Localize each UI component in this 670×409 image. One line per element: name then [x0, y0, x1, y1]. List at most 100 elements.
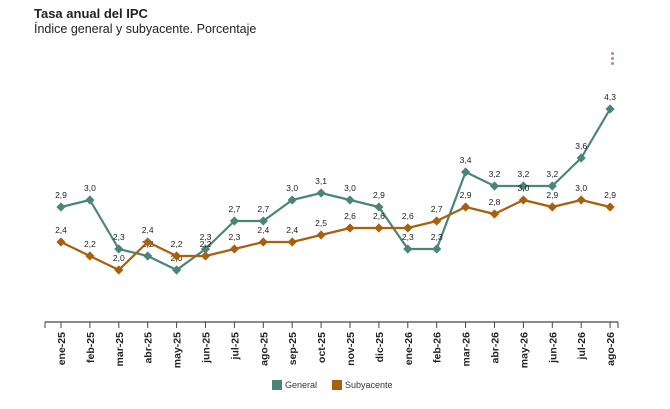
legend-item-subyacente[interactable]: Subyacente	[332, 380, 393, 390]
data-label-general: 2,3	[402, 232, 414, 242]
data-label-subyacente: 2,9	[546, 190, 558, 200]
x-tick-label: may-25	[172, 332, 184, 368]
x-tick-label: feb-25	[85, 332, 97, 363]
data-label-subyacente: 2,4	[286, 225, 298, 235]
data-label-general: 2,3	[200, 232, 212, 242]
data-label-subyacente: 2,4	[142, 225, 154, 235]
data-point-general	[200, 244, 211, 254]
data-point-general	[316, 188, 326, 198]
data-point-general	[287, 195, 297, 205]
data-point-general	[345, 195, 355, 205]
data-label-subyacente: 2,2	[84, 239, 96, 249]
data-point-subyacente	[143, 237, 153, 247]
x-tick-label: ago-26	[605, 332, 617, 366]
data-point-subyacente	[461, 202, 471, 212]
data-label-general: 2,7	[257, 204, 269, 214]
series-line-general	[60, 108, 612, 272]
data-point-subyacente	[403, 223, 413, 233]
data-point-general	[518, 181, 528, 191]
x-tick-label: feb-26	[432, 332, 444, 363]
x-tick-label: nov-25	[345, 332, 357, 366]
x-tick-label: jun-25	[201, 332, 213, 364]
x-tick-label: jun-26	[547, 332, 559, 364]
data-point-subyacente	[432, 216, 442, 226]
data-label-general: 4,3	[604, 92, 616, 102]
data-point-subyacente	[576, 195, 586, 205]
x-tick-label: oct-25	[316, 332, 328, 363]
data-point-general	[258, 216, 268, 226]
data-point-general	[114, 244, 124, 254]
data-point-general	[374, 202, 384, 212]
data-point-subyacente	[258, 237, 268, 247]
x-tick-label: mar-25	[114, 332, 126, 367]
data-point-general	[229, 216, 239, 226]
data-point-general	[85, 195, 95, 205]
data-label-subyacente: 2,8	[489, 197, 501, 207]
x-tick-label: jul-25	[229, 332, 241, 361]
legend-label-general: General	[285, 380, 318, 390]
data-point-subyacente	[229, 244, 239, 254]
data-label-general: 2,9	[373, 190, 385, 200]
data-point-general	[143, 251, 153, 261]
data-label-subyacente: 2,4	[55, 225, 67, 235]
legend: General Subyacente	[0, 380, 670, 396]
legend-swatch-subyacente	[332, 380, 342, 390]
data-label-subyacente: 2,2	[200, 239, 212, 249]
data-label-general: 3,1	[315, 176, 327, 186]
data-point-general	[576, 153, 586, 163]
data-label-subyacente: 2,3	[228, 232, 240, 242]
x-tick-label: may-26	[518, 332, 530, 368]
x-tick-label: abr-26	[490, 332, 502, 364]
data-point-subyacente	[56, 237, 66, 247]
legend-label-subyacente: Subyacente	[345, 380, 393, 390]
more-vert-icon[interactable]	[609, 52, 615, 70]
data-label-general: 3,2	[517, 169, 529, 179]
data-label-general: 3,4	[460, 155, 472, 165]
data-point-subyacente	[316, 230, 326, 240]
data-point-general	[172, 265, 182, 275]
legend-item-general[interactable]: General	[272, 380, 317, 390]
data-label-subyacente: 3,0	[575, 183, 587, 193]
data-label-general: 3,6	[575, 141, 587, 151]
data-label-subyacente: 2,0	[113, 253, 125, 263]
data-point-subyacente	[547, 202, 557, 212]
data-point-subyacente	[605, 202, 615, 212]
data-label-subyacente: 2,4	[257, 225, 269, 235]
data-label-general: 2,7	[228, 204, 240, 214]
data-label-subyacente: 2,6	[344, 211, 356, 221]
data-label-subyacente: 2,6	[402, 211, 414, 221]
data-point-subyacente	[114, 265, 124, 275]
data-point-subyacente	[345, 223, 355, 233]
data-point-subyacente	[489, 209, 500, 219]
data-point-general	[403, 244, 413, 254]
data-point-general	[547, 181, 557, 191]
data-label-subyacente: 2,6	[373, 211, 385, 221]
x-tick-label: abr-25	[143, 332, 155, 364]
x-tick-label: ene-26	[403, 332, 415, 365]
data-point-subyacente	[172, 251, 182, 261]
data-point-general	[461, 167, 471, 177]
data-label-subyacente: 2,7	[431, 204, 443, 214]
data-point-subyacente	[374, 223, 384, 233]
data-point-subyacente	[200, 251, 211, 261]
data-label-general: 3,2	[546, 169, 558, 179]
data-label-subyacente: 2,9	[604, 190, 616, 200]
data-label-general: 2,9	[55, 190, 67, 200]
data-point-subyacente	[287, 237, 297, 247]
data-label-subyacente: 3,0	[517, 183, 529, 193]
x-tick-label: dic-25	[374, 332, 386, 363]
data-label-general: 2,3	[431, 232, 443, 242]
data-label-general: 3,0	[344, 183, 356, 193]
chart-title: Tasa anual del IPC	[34, 6, 148, 21]
data-point-general	[489, 181, 500, 191]
x-tick-label: jul-26	[576, 332, 588, 361]
data-label-subyacente: 2,2	[171, 239, 183, 249]
chart-subtitle: Índice general y subyacente. Porcentaje	[34, 22, 257, 36]
data-label-general: 3,0	[286, 183, 298, 193]
data-label-subyacente: 2,9	[460, 190, 472, 200]
data-point-general	[605, 104, 615, 114]
legend-swatch-general	[272, 380, 282, 390]
data-label-general: 3,0	[84, 183, 96, 193]
